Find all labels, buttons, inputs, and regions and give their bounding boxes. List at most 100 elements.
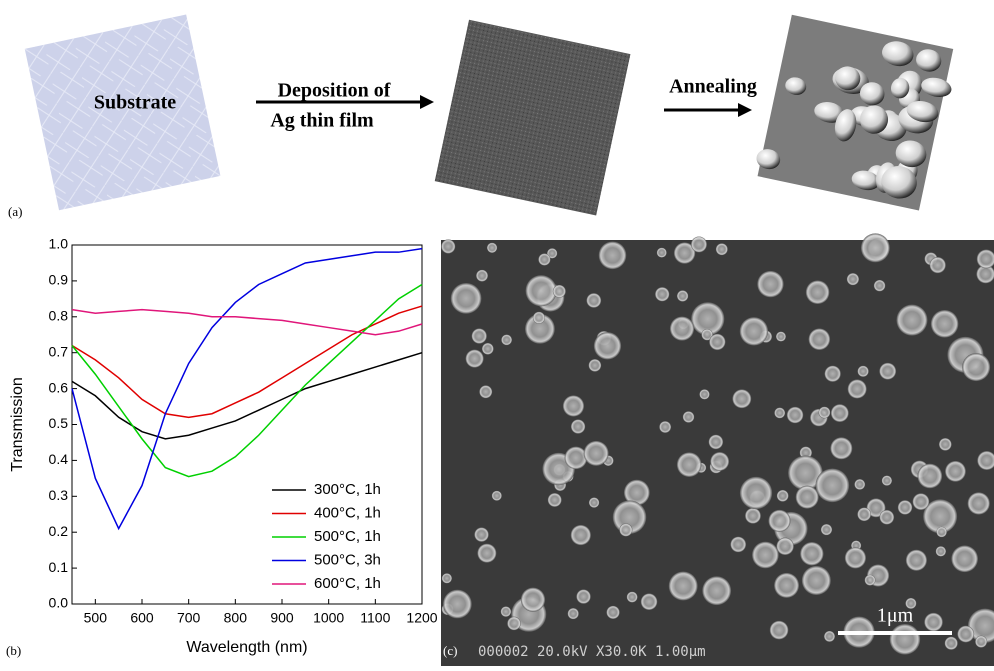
y-tick-label: 0.0 — [49, 595, 69, 611]
step1-label: Ag thin film — [270, 110, 374, 132]
particle — [889, 623, 921, 655]
particle — [659, 421, 672, 433]
particle — [944, 636, 958, 650]
particle — [912, 493, 930, 511]
particle — [936, 526, 947, 538]
y-tick-label: 0.9 — [49, 272, 69, 288]
particle — [520, 587, 546, 612]
particle — [976, 264, 994, 284]
legend-label: 300°C, 1h — [314, 481, 381, 498]
substrate-square — [24, 14, 221, 211]
particle — [847, 379, 867, 399]
particle — [691, 302, 725, 336]
particle — [500, 606, 512, 617]
particle — [465, 349, 484, 368]
particle — [776, 489, 789, 502]
particle — [808, 328, 831, 351]
particle — [538, 253, 551, 266]
series-line — [71, 308, 423, 336]
particle — [864, 574, 876, 586]
particle — [795, 485, 819, 509]
blob — [835, 66, 861, 91]
particle — [606, 605, 620, 619]
particle — [844, 547, 867, 569]
particle — [730, 536, 747, 553]
particle — [881, 475, 893, 486]
particle — [623, 479, 650, 506]
particle — [524, 313, 555, 344]
particle — [699, 389, 710, 400]
particle — [583, 440, 609, 466]
particle — [501, 334, 512, 346]
particle — [820, 523, 833, 536]
particle — [975, 635, 988, 648]
particle — [976, 249, 994, 269]
particle — [929, 256, 946, 274]
particle — [479, 385, 493, 399]
particle — [525, 275, 557, 307]
particle — [491, 490, 502, 501]
sem-image — [441, 233, 994, 666]
x-tick-label: 1000 — [313, 610, 344, 626]
series-line — [71, 283, 423, 478]
film-square — [434, 19, 631, 216]
particle — [481, 342, 494, 355]
legend-label: 500°C, 1h — [314, 528, 381, 545]
particle — [710, 452, 730, 471]
chart: 0.0 0.1 0.2 0.3 0.4 0.5 0.6 0.7 0.8 0.9 1.0 500 600 7… — [9, 236, 438, 657]
particle — [598, 241, 627, 270]
particle — [669, 316, 695, 341]
particle — [552, 284, 566, 298]
particle — [752, 541, 779, 569]
panel-label: (b) — [6, 643, 21, 658]
particle — [673, 242, 696, 264]
particle — [830, 404, 849, 423]
particle — [702, 576, 732, 606]
particle — [801, 565, 831, 595]
particle — [471, 328, 487, 344]
particle — [586, 293, 602, 308]
particle — [930, 309, 959, 338]
particle — [945, 460, 966, 482]
particle — [917, 463, 943, 489]
particle — [477, 543, 497, 563]
particle — [967, 608, 994, 643]
particle — [805, 280, 830, 305]
blob — [890, 77, 910, 99]
y-tick-label: 0.1 — [49, 559, 69, 575]
particle — [567, 608, 579, 620]
y-tick-label: 0.7 — [49, 343, 69, 359]
particle — [701, 328, 713, 341]
blob — [834, 109, 857, 142]
particle — [962, 353, 991, 382]
blob — [895, 140, 927, 168]
particle — [800, 542, 824, 566]
x-tick-label: 500 — [84, 610, 108, 626]
y-axis-title: Transmission — [9, 377, 26, 472]
substrate-label: Substrate — [94, 92, 176, 114]
particle — [846, 273, 860, 286]
particle — [873, 279, 886, 292]
blob — [921, 77, 952, 98]
particle — [824, 365, 841, 382]
x-tick-label: 900 — [270, 610, 294, 626]
blob — [881, 166, 917, 199]
y-tick-label: 1.0 — [49, 236, 69, 252]
blob — [851, 170, 880, 191]
particle — [562, 395, 585, 417]
particle — [951, 545, 979, 573]
particle — [474, 527, 489, 542]
particle — [640, 593, 658, 611]
particle — [676, 290, 689, 302]
y-tick-label: 0.6 — [49, 379, 69, 395]
x-tick-label: 1200 — [406, 610, 437, 626]
particle — [655, 287, 670, 302]
particle — [668, 571, 698, 601]
particle — [507, 616, 521, 631]
step1-label: Deposition of — [278, 80, 391, 102]
panel-label: (c) — [443, 643, 457, 658]
particle — [441, 239, 456, 254]
particle — [619, 523, 633, 537]
